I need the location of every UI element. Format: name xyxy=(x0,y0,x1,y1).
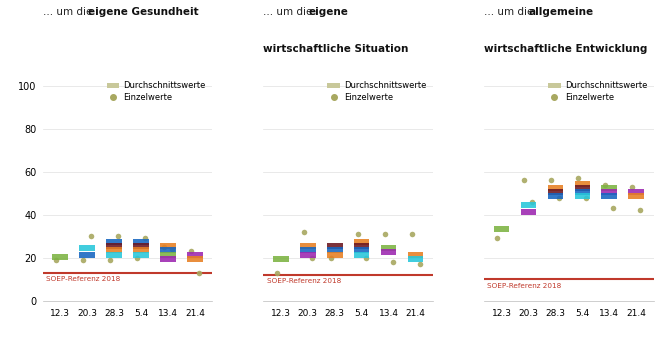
Point xyxy=(105,257,116,263)
FancyBboxPatch shape xyxy=(601,193,617,200)
Text: allgemeine: allgemeine xyxy=(529,7,594,17)
FancyBboxPatch shape xyxy=(354,252,369,258)
Text: eigene: eigene xyxy=(308,7,348,17)
Legend: Durchschnittswerte, Einzelwerte: Durchschnittswerte, Einzelwerte xyxy=(325,79,429,104)
Text: wirtschaftliche Situation: wirtschaftliche Situation xyxy=(263,44,409,54)
FancyBboxPatch shape xyxy=(160,252,176,258)
FancyBboxPatch shape xyxy=(300,247,315,253)
FancyBboxPatch shape xyxy=(327,247,342,253)
Point xyxy=(78,257,89,263)
FancyBboxPatch shape xyxy=(160,243,176,249)
FancyBboxPatch shape xyxy=(574,181,590,187)
Point xyxy=(186,249,196,254)
Point xyxy=(325,255,336,260)
Point xyxy=(113,234,124,239)
FancyBboxPatch shape xyxy=(133,243,149,249)
Point xyxy=(415,261,425,267)
FancyBboxPatch shape xyxy=(601,185,617,191)
FancyBboxPatch shape xyxy=(79,245,95,251)
FancyBboxPatch shape xyxy=(354,247,369,253)
Point xyxy=(86,234,97,239)
FancyBboxPatch shape xyxy=(187,252,203,258)
FancyBboxPatch shape xyxy=(133,239,149,245)
FancyBboxPatch shape xyxy=(574,189,590,195)
FancyBboxPatch shape xyxy=(354,239,369,245)
FancyBboxPatch shape xyxy=(520,202,536,208)
Point xyxy=(307,255,317,260)
Point xyxy=(352,232,363,237)
FancyBboxPatch shape xyxy=(408,256,423,262)
FancyBboxPatch shape xyxy=(520,208,536,215)
Point xyxy=(627,184,637,189)
Point xyxy=(581,195,591,200)
FancyBboxPatch shape xyxy=(106,239,122,245)
Point xyxy=(388,259,398,265)
Text: SOEP-Referenz 2018: SOEP-Referenz 2018 xyxy=(267,278,341,284)
Point xyxy=(573,175,583,181)
Point xyxy=(167,246,177,252)
FancyBboxPatch shape xyxy=(327,252,342,258)
FancyBboxPatch shape xyxy=(106,252,122,258)
FancyBboxPatch shape xyxy=(160,247,176,253)
Point xyxy=(379,232,390,237)
Text: wirtschaftliche Entwicklung: wirtschaftliche Entwicklung xyxy=(484,44,647,54)
FancyBboxPatch shape xyxy=(547,189,563,195)
Point xyxy=(635,208,645,213)
FancyBboxPatch shape xyxy=(381,245,396,251)
FancyBboxPatch shape xyxy=(79,252,95,258)
Text: ... um die: ... um die xyxy=(43,7,95,17)
FancyBboxPatch shape xyxy=(628,193,644,200)
Point xyxy=(554,195,564,200)
Legend: Durchschnittswerte, Einzelwerte: Durchschnittswerte, Einzelwerte xyxy=(545,79,650,104)
Point xyxy=(527,199,537,205)
FancyBboxPatch shape xyxy=(628,189,644,195)
FancyBboxPatch shape xyxy=(574,193,590,200)
Point xyxy=(51,257,62,263)
Legend: Durchschnittswerte, Einzelwerte: Durchschnittswerte, Einzelwerte xyxy=(104,79,208,104)
Text: ... um die: ... um die xyxy=(263,7,316,17)
Point xyxy=(608,206,618,211)
FancyBboxPatch shape xyxy=(574,185,590,191)
FancyBboxPatch shape xyxy=(327,243,342,249)
Text: SOEP-Referenz 2018: SOEP-Referenz 2018 xyxy=(487,283,562,289)
FancyBboxPatch shape xyxy=(133,252,149,258)
FancyBboxPatch shape xyxy=(133,247,149,253)
FancyBboxPatch shape xyxy=(160,256,176,262)
FancyBboxPatch shape xyxy=(187,256,203,262)
FancyBboxPatch shape xyxy=(601,189,617,195)
Point xyxy=(194,270,204,276)
Point xyxy=(132,255,143,260)
FancyBboxPatch shape xyxy=(493,226,509,232)
Point xyxy=(546,177,556,183)
FancyBboxPatch shape xyxy=(547,185,563,191)
FancyBboxPatch shape xyxy=(300,252,315,258)
FancyBboxPatch shape xyxy=(273,256,288,262)
FancyBboxPatch shape xyxy=(547,193,563,200)
Point xyxy=(271,270,282,276)
FancyBboxPatch shape xyxy=(53,254,68,260)
Text: eigene Gesundheit: eigene Gesundheit xyxy=(87,7,198,17)
FancyBboxPatch shape xyxy=(408,252,423,258)
Point xyxy=(159,244,170,250)
Point xyxy=(140,236,150,241)
FancyBboxPatch shape xyxy=(300,243,315,249)
Point xyxy=(361,255,371,260)
Point xyxy=(600,182,610,187)
FancyBboxPatch shape xyxy=(106,247,122,253)
FancyBboxPatch shape xyxy=(354,243,369,249)
Text: SOEP-Referenz 2018: SOEP-Referenz 2018 xyxy=(46,276,120,282)
Point xyxy=(406,232,417,237)
Text: ... um die: ... um die xyxy=(484,7,537,17)
FancyBboxPatch shape xyxy=(381,250,396,255)
FancyBboxPatch shape xyxy=(106,243,122,249)
Point xyxy=(492,236,503,241)
Point xyxy=(519,177,530,183)
Point xyxy=(298,229,309,235)
